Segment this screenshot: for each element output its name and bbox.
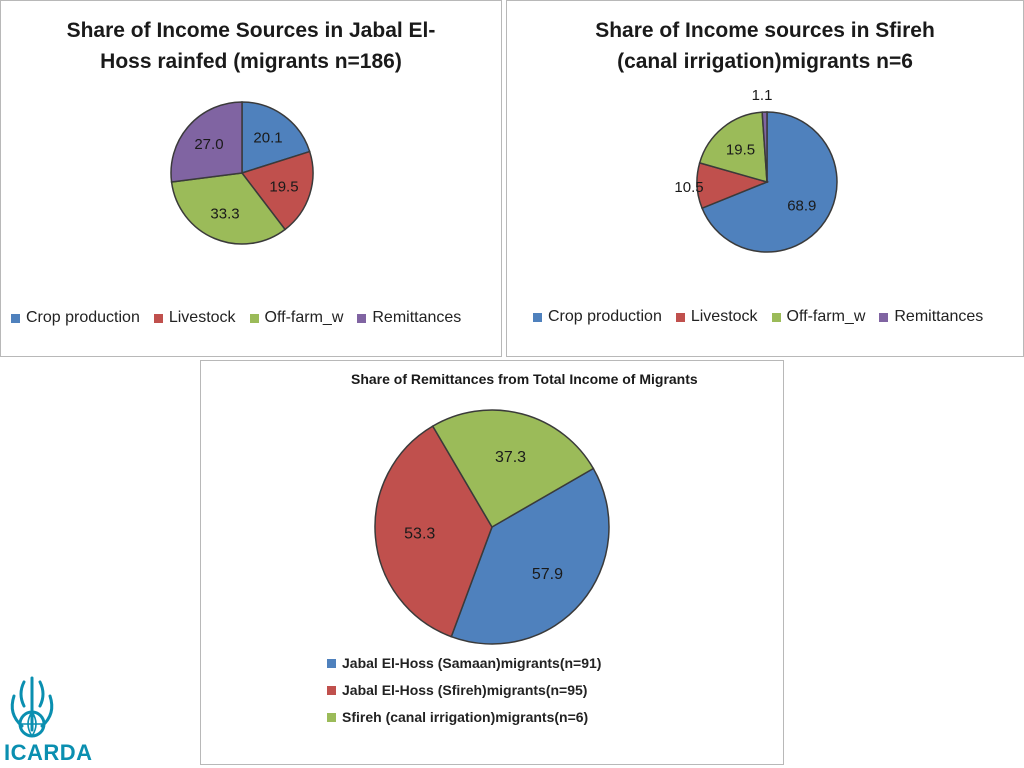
slice-label-1: 19.5 <box>269 178 298 195</box>
slice-label-1: 10.5 <box>674 179 703 196</box>
slice-label-2: 33.3 <box>210 206 239 223</box>
legend-swatch <box>327 712 336 722</box>
pie-slice-3 <box>170 101 243 183</box>
legend-swatch <box>533 312 542 322</box>
legend: Crop production Livestock Off-farm_w Rem… <box>533 308 983 326</box>
legend-item-off-farm: Off-farm_w <box>771 308 865 326</box>
logo-text: ICARDA <box>4 740 93 765</box>
pie-slice-1 <box>240 150 314 231</box>
slice-label-1: 53.3 <box>404 525 435 542</box>
legend: Jabal El-Hoss (Samaan)migrants(n=91) Jab… <box>327 653 615 734</box>
legend-swatch <box>327 658 336 668</box>
chart-panel-sfireh: Share of Income sources in Sfireh (canal… <box>506 0 1024 357</box>
pie-slice-1 <box>374 425 493 638</box>
pie-slice-2 <box>698 111 768 184</box>
legend-item-remittances: Remittances <box>879 308 983 326</box>
legend-item-off-farm: Off-farm_w <box>249 309 343 327</box>
pie-slice-0 <box>241 101 311 175</box>
chart-title: Share of Income Sources in Jabal El-Hoss… <box>66 19 436 73</box>
legend-item-remittances: Remittances <box>357 309 461 327</box>
slice-label-2: 19.5 <box>726 141 755 158</box>
pie-chart-sfireh: 68.9 10.5 19.5 1.1 <box>674 87 838 253</box>
legend-item-livestock: Livestock <box>675 308 758 326</box>
legend-swatch <box>357 313 367 323</box>
legend-item-sfireh-canal: Sfireh (canal irrigation)migrants(n=6) <box>327 707 601 727</box>
legend-swatch <box>249 313 259 323</box>
chart-panel-remittances: Share of Remittances from Total Income o… <box>200 360 784 765</box>
chart-panel-jabal-el-hoss: Share of Income Sources in Jabal El-Hoss… <box>0 0 502 357</box>
slice-label-3: 1.1 <box>752 87 773 104</box>
slice-label-0: 20.1 <box>253 129 282 146</box>
chart-title: Share of Income sources in Sfireh (canal… <box>595 19 935 73</box>
pie-slice-0 <box>450 467 610 645</box>
slice-label-0: 57.9 <box>532 566 563 583</box>
pie-chart-jabal-el-hoss: 20.1 19.5 33.3 27.0 <box>170 101 314 245</box>
legend: Crop production Livestock Off-farm_w Rem… <box>11 309 475 327</box>
legend-item-livestock: Livestock <box>153 309 236 327</box>
legend-item-samaan: Jabal El-Hoss (Samaan)migrants(n=91) <box>327 653 601 673</box>
icarda-logo <box>10 676 54 738</box>
pie-slice-3 <box>761 111 768 183</box>
chart-title: Share of Remittances from Total Income o… <box>351 371 698 387</box>
pie-chart-remittances: 57.9 53.3 37.3 <box>374 409 610 645</box>
pie-slice-2 <box>170 172 287 245</box>
slice-label-0: 68.9 <box>787 197 816 214</box>
legend-swatch <box>675 312 685 322</box>
slice-label-3: 27.0 <box>194 136 223 153</box>
legend-item-crop-production: Crop production <box>533 308 662 326</box>
legend-swatch <box>327 685 336 695</box>
legend-swatch <box>11 313 20 323</box>
legend-item-jabal-sfireh: Jabal El-Hoss (Sfireh)migrants(n=95) <box>327 680 601 700</box>
legend-swatch <box>771 312 781 322</box>
legend-swatch <box>153 313 163 323</box>
pie-slice-0 <box>701 111 838 253</box>
legend-swatch <box>879 312 889 322</box>
legend-item-crop-production: Crop production <box>11 309 140 327</box>
pie-slice-2 <box>431 409 595 529</box>
slice-label-2: 37.3 <box>495 449 526 466</box>
